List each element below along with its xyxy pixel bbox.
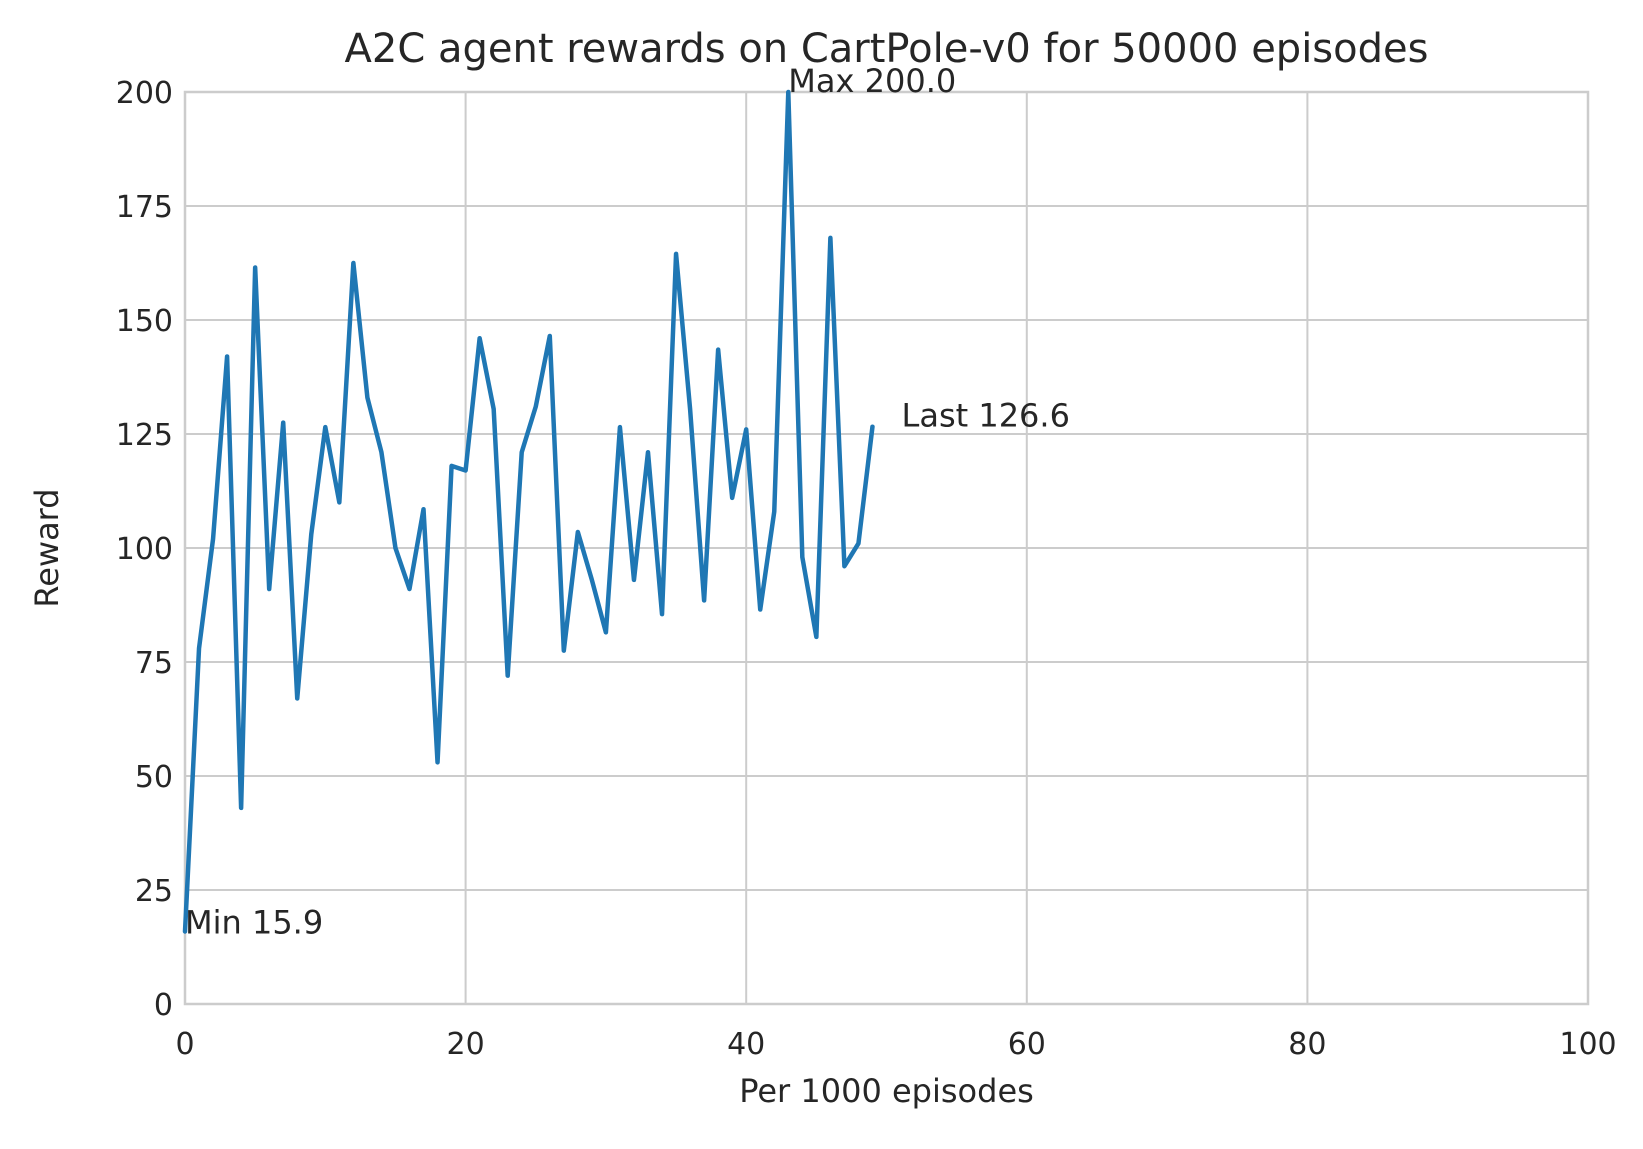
y-tick-label: 150 xyxy=(116,304,173,339)
x-tick-label: 40 xyxy=(727,1027,765,1062)
y-tick-label: 25 xyxy=(135,874,173,909)
x-tick-label: 20 xyxy=(447,1027,485,1062)
chart-title: A2C agent rewards on CartPole-v0 for 500… xyxy=(345,26,1429,72)
tick-labels: 0 25 50 75 100 125 150 175 200 0 20 40 60 80 100 xyxy=(116,76,1617,1062)
annotations: Min 15.9 Max 200.0 Last 126.6 xyxy=(185,62,1070,941)
plot-frame xyxy=(183,90,1590,1006)
y-tick-label: 50 xyxy=(135,760,173,795)
y-tick-label: 200 xyxy=(116,76,173,111)
y-tick-label: 0 xyxy=(154,988,173,1023)
data-annotation: Last 126.6 xyxy=(902,397,1070,435)
x-tick-label: 0 xyxy=(175,1027,194,1062)
y-tick-label: 75 xyxy=(135,646,173,681)
reward-series-line xyxy=(182,89,875,934)
series-layer xyxy=(182,89,875,934)
x-axis-label: Per 1000 episodes xyxy=(739,1072,1034,1110)
x-tick-label: 60 xyxy=(1008,1027,1046,1062)
grid xyxy=(184,91,1589,1005)
y-axis-label: Reward xyxy=(28,488,66,607)
y-tick-label: 175 xyxy=(116,190,173,225)
y-tick-label: 100 xyxy=(116,532,173,567)
x-tick-label: 80 xyxy=(1288,1027,1326,1062)
y-tick-label: 125 xyxy=(116,418,173,453)
x-tick-label: 100 xyxy=(1559,1027,1616,1062)
data-annotation: Max 200.0 xyxy=(788,62,956,100)
data-annotation: Min 15.9 xyxy=(185,903,323,941)
